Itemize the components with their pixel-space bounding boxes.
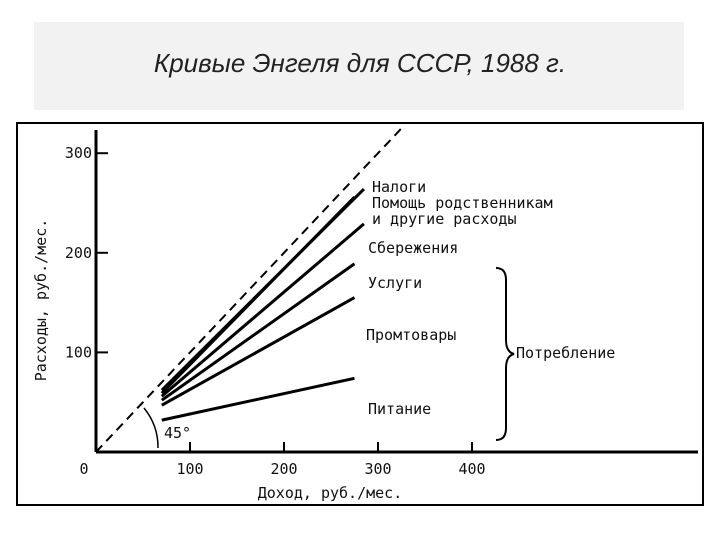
x-axis-title: Доход, руб./мес. — [258, 484, 403, 502]
series-label-6: Налоги — [372, 178, 426, 196]
series-label-1: Питание — [368, 400, 431, 418]
angle-arc — [143, 407, 159, 449]
consumption-brace — [495, 267, 515, 441]
chart-frame — [16, 122, 704, 506]
x-tick-label: 400 — [458, 460, 485, 478]
reference-line-45 — [95, 127, 403, 453]
y-tick-label: 100 — [65, 343, 92, 361]
series-label-3: Услуги — [368, 274, 422, 292]
y-tick-label: 200 — [65, 244, 92, 262]
series-label-5: Помощь родственникам и другие расходы — [372, 194, 553, 228]
series-line-1 — [161, 376, 355, 422]
angle-label: 45° — [164, 424, 191, 442]
x-tick-label: 200 — [270, 460, 297, 478]
x-tick-label: 300 — [364, 460, 391, 478]
page-title: Кривые Энгеля для СССР, 1988 г. — [153, 48, 567, 78]
x-tick-label: 0 — [79, 460, 88, 478]
y-axis-title: Расходы, руб./мес. — [32, 219, 50, 382]
series-line-6 — [160, 187, 365, 392]
title-band — [34, 22, 684, 110]
y-tick-label: 300 — [65, 144, 92, 162]
series-label-2: Промтовары — [366, 326, 456, 344]
series-line-3 — [160, 262, 356, 402]
series-line-4 — [160, 222, 365, 398]
consumption-label: Потребление — [516, 344, 615, 362]
x-tick-label: 100 — [176, 460, 203, 478]
series-label-4: Сбережения — [368, 239, 458, 257]
series-line-2 — [161, 296, 356, 407]
